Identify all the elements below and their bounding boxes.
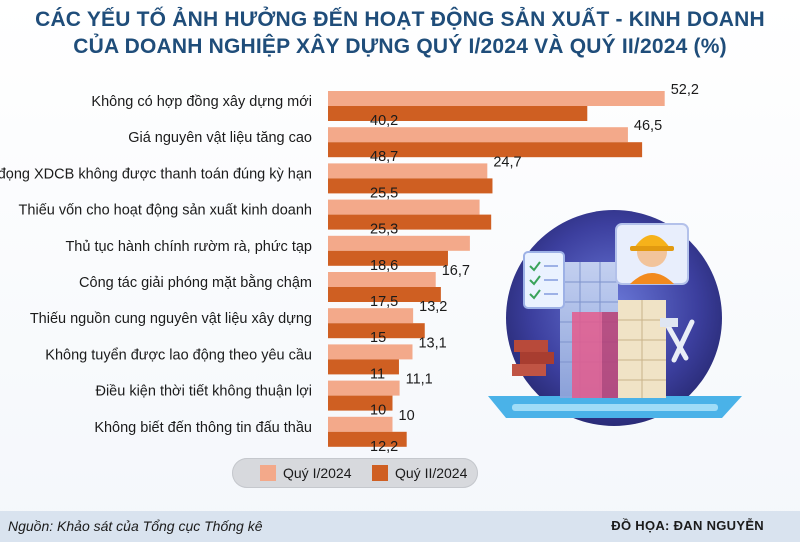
value-label-q1: 46,5 bbox=[634, 118, 662, 134]
legend-label-q1: Quý I/2024 bbox=[283, 465, 352, 481]
bar-q2 bbox=[328, 287, 441, 302]
category-label: Công tác giải phóng mặt bằng chậm bbox=[79, 274, 312, 291]
value-label-q1: 13,1 bbox=[418, 335, 446, 351]
legend-item-q2: Quý II/2024 bbox=[372, 464, 467, 482]
worker-icon bbox=[615, 223, 689, 285]
category-label: Điều kiện thời tiết không thuận lợi bbox=[95, 384, 312, 400]
bar-q1 bbox=[328, 344, 413, 360]
bar-q2 bbox=[328, 106, 588, 121]
value-label-q1: 52,2 bbox=[671, 82, 699, 98]
bar-q1 bbox=[328, 308, 414, 324]
value-label-q2: 17,5 bbox=[370, 294, 398, 310]
tools-icon bbox=[665, 319, 695, 363]
legend: Quý I/2024 Quý II/2024 bbox=[232, 458, 478, 488]
value-label-q2: 48,7 bbox=[370, 149, 398, 165]
value-label-q1: 16,7 bbox=[442, 263, 470, 279]
value-label-q1: 13,2 bbox=[419, 299, 447, 315]
footer-bar: Nguồn: Khảo sát của Tổng cục Thống kê ĐỒ… bbox=[0, 511, 800, 542]
bar-q1 bbox=[328, 272, 436, 287]
category-label: Thiếu vốn cho hoạt động sản xuất kinh do… bbox=[19, 203, 312, 219]
value-label-q2: 15 bbox=[370, 330, 386, 346]
bar-q2 bbox=[328, 359, 399, 375]
value-label-q2: 12,2 bbox=[370, 439, 398, 455]
category-label: Không có hợp đồng xây dựng mới bbox=[91, 94, 312, 110]
bar-q1 bbox=[328, 416, 393, 432]
value-label-q2: 10 bbox=[370, 403, 386, 419]
value-label-q1: 11,1 bbox=[406, 372, 433, 388]
bar-q2 bbox=[328, 431, 407, 447]
category-label: Không tuyển được lao động theo yêu cầu bbox=[45, 347, 312, 363]
bar-q2 bbox=[328, 323, 425, 339]
value-label-q1: 10 bbox=[399, 408, 415, 424]
title-line-1: CÁC YẾU TỐ ẢNH HƯỞNG ĐẾN HOẠT ĐỘNG SẢN X… bbox=[35, 8, 765, 31]
value-label-q2: 18,6 bbox=[370, 258, 398, 274]
title-line-2: CỦA DOANH NGHIỆP XÂY DỰNG QUÝ I/2024 VÀ … bbox=[73, 35, 727, 58]
category-label: Giá nguyên vật liệu tăng cao bbox=[128, 130, 312, 146]
category-label: Thủ tục hành chính rườm rà, phức tạp bbox=[65, 239, 312, 255]
source-note: Nguồn: Khảo sát của Tổng cục Thống kê bbox=[8, 518, 263, 534]
bar-q2 bbox=[328, 142, 643, 158]
legend-swatch-q2 bbox=[372, 465, 388, 481]
bar-q2 bbox=[328, 214, 492, 230]
bar-q1 bbox=[328, 235, 470, 251]
legend-item-q1: Quý I/2024 bbox=[260, 464, 352, 482]
legend-label-q2: Quý II/2024 bbox=[395, 465, 468, 481]
bar-q1 bbox=[328, 380, 400, 396]
category-label: Thiếu nguồn cung nguyên vật liệu xây dựn… bbox=[30, 311, 312, 327]
legend-swatch-q1 bbox=[260, 465, 276, 481]
bar-q2 bbox=[328, 250, 448, 266]
bar-q1 bbox=[328, 127, 628, 143]
value-label-q2: 40,2 bbox=[370, 113, 398, 129]
bar-q2 bbox=[328, 178, 493, 194]
bar-q1 bbox=[328, 163, 488, 179]
bar-q1 bbox=[328, 91, 665, 106]
category-label: Nợ đọng XDCB không được thanh toán đúng … bbox=[0, 166, 312, 182]
value-label-q2: 11 bbox=[370, 366, 385, 382]
bar-q2 bbox=[328, 395, 393, 411]
value-label-q1: 24,7 bbox=[493, 154, 521, 170]
graphic-credit: ĐỒ HỌA: ĐAN NGUYỄN bbox=[611, 518, 764, 533]
value-label-q2: 25,5 bbox=[370, 185, 398, 201]
category-label: Không biết đến thông tin đấu thầu bbox=[94, 420, 312, 436]
bricks-icon bbox=[512, 340, 554, 376]
bar-q1 bbox=[328, 199, 480, 215]
chart-title: CÁC YẾU TỐ ẢNH HƯỞNG ĐẾN HOẠT ĐỘNG SẢN X… bbox=[0, 6, 800, 60]
value-label-q2: 25,3 bbox=[370, 222, 398, 238]
